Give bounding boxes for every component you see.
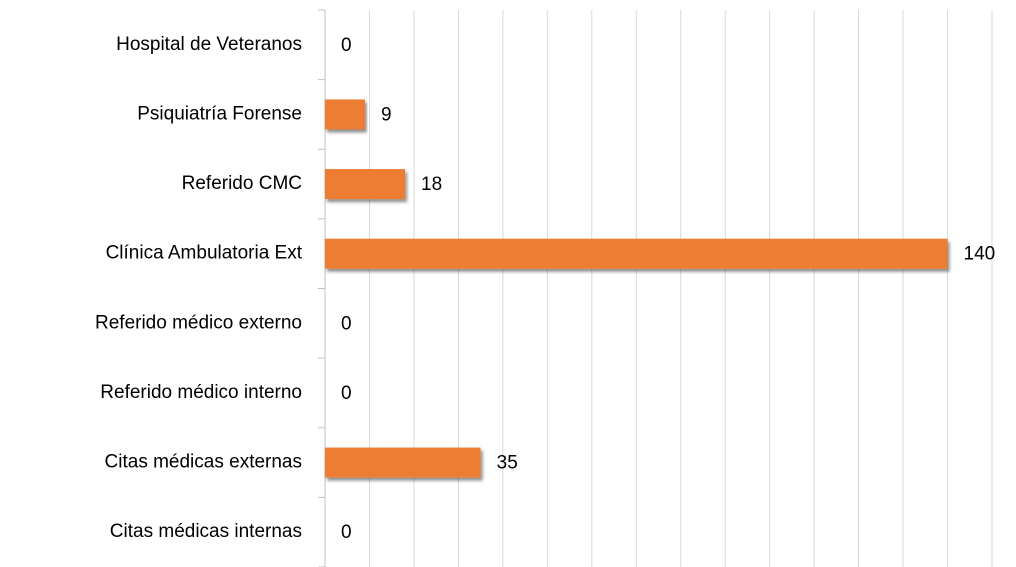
y-tick-label: Citas médicas internas: [110, 521, 302, 542]
bar: [325, 169, 406, 200]
value-label: 18: [421, 174, 442, 195]
y-tick-label: Clínica Ambulatoria Ext: [106, 243, 303, 264]
value-label: 140: [964, 244, 996, 265]
y-tick-label: Referido CMC: [182, 173, 302, 194]
y-tick-label: Citas médicas externas: [105, 452, 302, 473]
y-tick-label: Referido médico interno: [100, 382, 302, 403]
y-tick-label: Referido médico externo: [95, 312, 302, 333]
bar: [325, 99, 366, 130]
value-label: 0: [341, 35, 352, 56]
value-label: 35: [497, 453, 518, 474]
value-label: 0: [341, 522, 352, 543]
bar: [325, 447, 481, 478]
bar: [325, 238, 948, 269]
y-tick-label: Hospital de Veteranos: [116, 34, 302, 55]
value-label: 9: [381, 104, 392, 125]
y-tick-label: Psiquiatría Forense: [137, 103, 302, 124]
value-label: 0: [341, 383, 352, 404]
value-label: 0: [341, 313, 352, 334]
